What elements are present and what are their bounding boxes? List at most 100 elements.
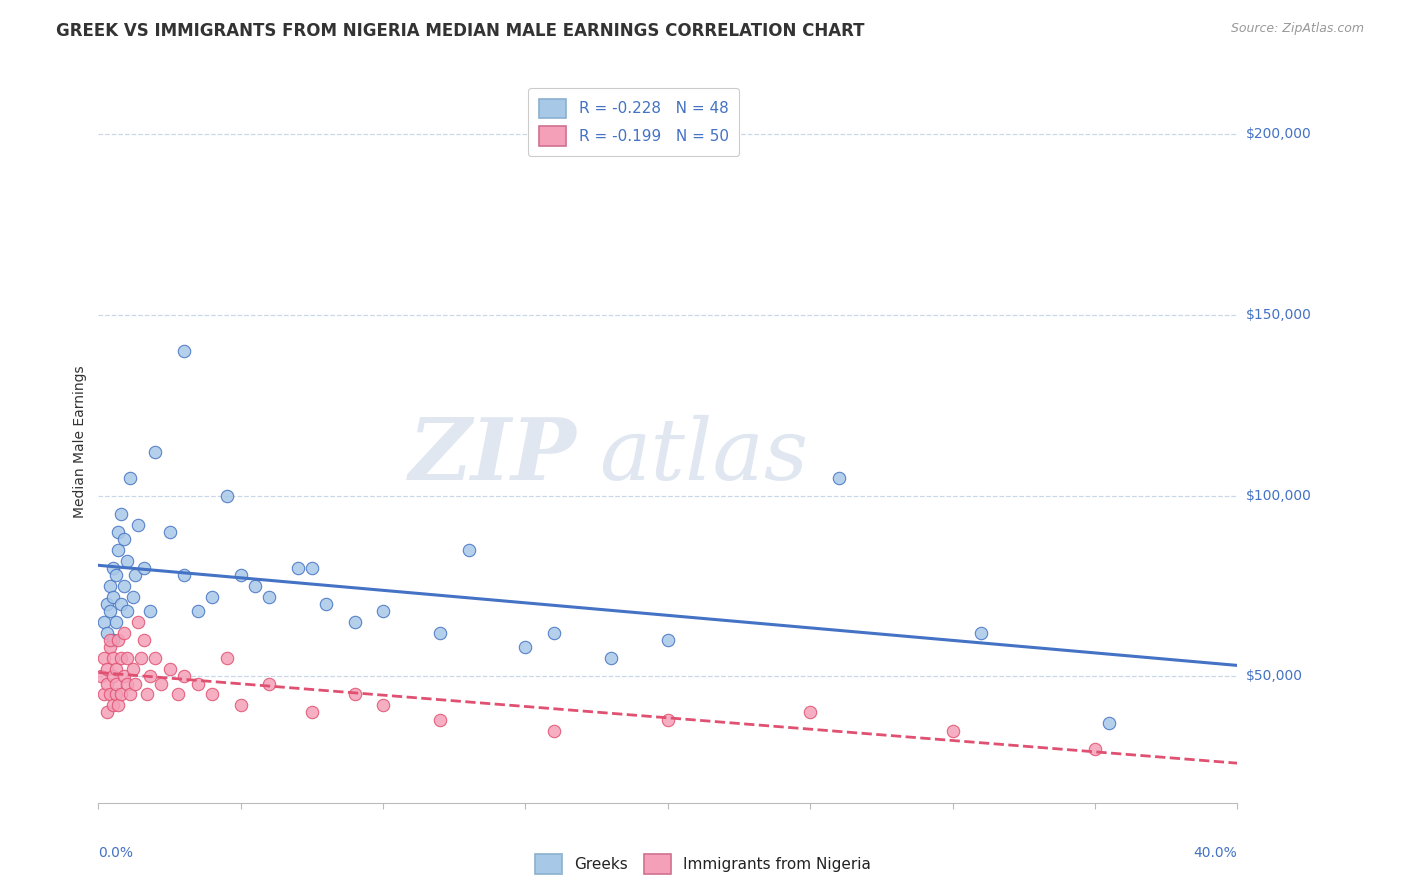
Point — [167, 687, 190, 701]
Point — [98, 640, 121, 655]
Point — [229, 568, 252, 582]
Point — [104, 662, 127, 676]
Point — [115, 676, 138, 690]
Point — [173, 568, 195, 582]
Point — [104, 676, 127, 690]
Point — [301, 706, 323, 720]
Point — [132, 633, 155, 648]
Point — [457, 542, 479, 557]
Point — [93, 615, 115, 630]
Point — [543, 723, 565, 738]
Text: atlas: atlas — [599, 415, 808, 498]
Text: Source: ZipAtlas.com: Source: ZipAtlas.com — [1230, 22, 1364, 36]
Point — [101, 669, 124, 683]
Point — [201, 590, 224, 604]
Point — [96, 597, 118, 611]
Point — [215, 651, 238, 665]
Text: ZIP: ZIP — [409, 414, 576, 498]
Point — [107, 698, 129, 713]
Point — [543, 626, 565, 640]
Y-axis label: Median Male Earnings: Median Male Earnings — [73, 365, 87, 518]
Point — [118, 687, 141, 701]
Point — [93, 687, 115, 701]
Point — [101, 633, 124, 648]
Point — [110, 597, 132, 611]
Point — [98, 604, 121, 618]
Point — [115, 604, 138, 618]
Point — [229, 698, 252, 713]
Point — [243, 579, 266, 593]
Point — [173, 344, 195, 359]
Text: $50,000: $50,000 — [1246, 669, 1302, 683]
Text: $150,000: $150,000 — [1246, 308, 1312, 322]
Point — [259, 676, 281, 690]
Point — [159, 662, 181, 676]
Point — [799, 706, 821, 720]
Point — [104, 687, 127, 701]
Point — [98, 633, 121, 648]
Point — [93, 651, 115, 665]
Point — [145, 651, 167, 665]
Point — [107, 633, 129, 648]
Point — [98, 579, 121, 593]
Point — [373, 604, 395, 618]
Point — [107, 524, 129, 539]
Point — [112, 626, 135, 640]
Point — [101, 651, 124, 665]
Point — [429, 713, 451, 727]
Point — [301, 561, 323, 575]
Point — [96, 706, 118, 720]
Point — [150, 676, 173, 690]
Point — [173, 669, 195, 683]
Point — [96, 662, 118, 676]
Point — [121, 662, 143, 676]
Point — [201, 687, 224, 701]
Point — [115, 554, 138, 568]
Point — [187, 604, 209, 618]
Point — [942, 723, 965, 738]
Point — [129, 651, 152, 665]
Point — [112, 579, 135, 593]
Point — [112, 669, 135, 683]
Point — [104, 568, 127, 582]
Point — [657, 633, 679, 648]
Text: 0.0%: 0.0% — [98, 847, 134, 860]
Point — [124, 676, 146, 690]
Point — [187, 676, 209, 690]
Point — [127, 517, 149, 532]
Point — [112, 532, 135, 546]
Point — [600, 651, 623, 665]
Point — [515, 640, 537, 655]
Point — [343, 687, 366, 701]
Point — [110, 651, 132, 665]
Point — [132, 561, 155, 575]
Point — [96, 626, 118, 640]
Point — [115, 651, 138, 665]
Point — [101, 590, 124, 604]
Point — [118, 470, 141, 484]
Point — [101, 561, 124, 575]
Point — [1098, 716, 1121, 731]
Point — [138, 604, 160, 618]
Point — [107, 542, 129, 557]
Text: $100,000: $100,000 — [1246, 489, 1312, 503]
Point — [287, 561, 309, 575]
Legend: Greeks, Immigrants from Nigeria: Greeks, Immigrants from Nigeria — [529, 848, 877, 880]
Legend: R = -0.228   N = 48, R = -0.199   N = 50: R = -0.228 N = 48, R = -0.199 N = 50 — [529, 88, 740, 156]
Point — [215, 489, 238, 503]
Point — [259, 590, 281, 604]
Point — [1084, 741, 1107, 756]
Point — [104, 615, 127, 630]
Point — [124, 568, 146, 582]
Point — [110, 507, 132, 521]
Point — [98, 687, 121, 701]
Point — [970, 626, 993, 640]
Point — [96, 676, 118, 690]
Text: 40.0%: 40.0% — [1194, 847, 1237, 860]
Point — [145, 445, 167, 459]
Point — [828, 470, 851, 484]
Point — [121, 590, 143, 604]
Point — [343, 615, 366, 630]
Point — [429, 626, 451, 640]
Point — [315, 597, 337, 611]
